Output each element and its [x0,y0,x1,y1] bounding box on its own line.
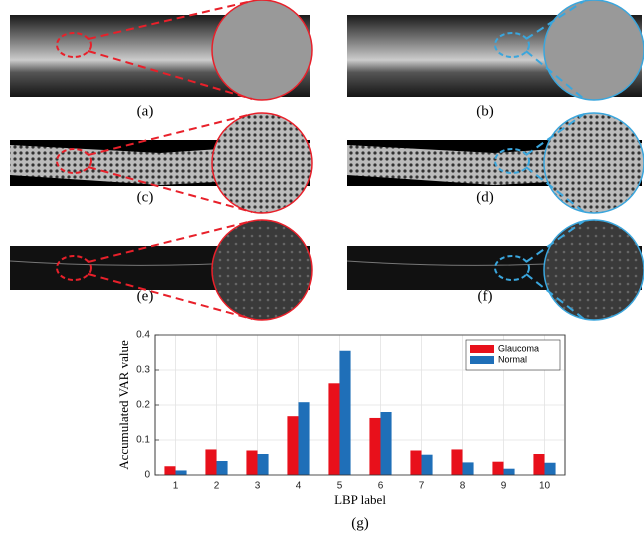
bar [287,416,299,475]
magnifier [543,219,644,321]
panel-label: (e) [137,288,154,304]
zoom-line [87,113,253,156]
magnifier [211,219,313,321]
panel-label: (a) [137,103,154,119]
zoom-line [525,113,585,156]
x-tick-label: 1 [173,481,179,492]
bar-chart: LBP label Accumulated VAR value (g) 0 0.1… [116,330,566,531]
oct-panel [10,0,313,101]
bar [462,462,474,475]
zoom-line [87,0,253,40]
y-tick-label: 0.3 [136,365,150,376]
bar [544,462,556,475]
bar [369,417,381,475]
x-tick-label: 7 [419,481,425,492]
panel-label: (b) [476,103,494,119]
legend-label: Normal [498,354,527,364]
oct-panel [347,0,644,101]
oct-panel [346,219,644,321]
x-tick-label: 3 [255,481,261,492]
x-tick-label: 2 [214,481,220,492]
region-marker [494,255,530,281]
zoom-line [87,166,253,213]
legend-swatch [470,345,494,353]
panel-label: (c) [137,189,154,205]
y-axis-label: Accumulated VAR value [116,340,131,470]
zoom-line [87,50,253,100]
x-tick-label: 8 [460,481,466,492]
oct-panel [10,112,313,214]
bar [339,350,351,475]
bar [257,454,269,475]
bar [175,470,187,475]
chart-caption: (g) [351,515,369,531]
bar [421,454,433,475]
magnifier [543,0,644,101]
y-tick-label: 0.1 [136,435,150,446]
region-marker [56,32,92,58]
image-panels [9,0,644,321]
bar [205,449,217,475]
x-axis-label: LBP label [334,492,386,507]
y-tick-label: 0.4 [136,330,150,341]
zoom-line [87,273,253,320]
region-marker [494,32,530,58]
oct-panel [9,219,313,321]
y-tick-label: 0.2 [136,400,150,411]
legend-swatch [470,356,494,364]
bar [246,450,258,475]
region-marker [56,255,92,281]
bar [380,412,392,475]
bar [451,449,463,475]
magnifier [211,0,313,101]
bar [533,454,545,475]
legend-label: Glaucoma [498,343,539,353]
region-marker [494,148,530,174]
oct-panel [347,112,644,214]
bar [492,461,504,475]
bar [298,402,310,475]
zoom-line [525,0,585,40]
x-tick-label: 5 [337,481,343,492]
x-tick-label: 4 [296,481,302,492]
magnifier [543,112,644,214]
zoom-line [525,220,585,263]
bar [164,466,176,475]
bar [328,383,340,475]
region-marker [56,148,92,174]
magnifier [211,112,313,214]
x-tick-label: 10 [539,481,551,492]
y-tick-label: 0 [144,470,150,481]
x-tick-label: 6 [378,481,384,492]
zoom-line [87,220,253,263]
x-tick-label: 9 [501,481,507,492]
plot-frame [154,334,566,476]
panel-label: (d) [476,189,494,205]
bar [216,461,228,475]
panel-label: (f) [478,288,493,304]
bar [410,450,422,475]
bar [503,468,515,475]
